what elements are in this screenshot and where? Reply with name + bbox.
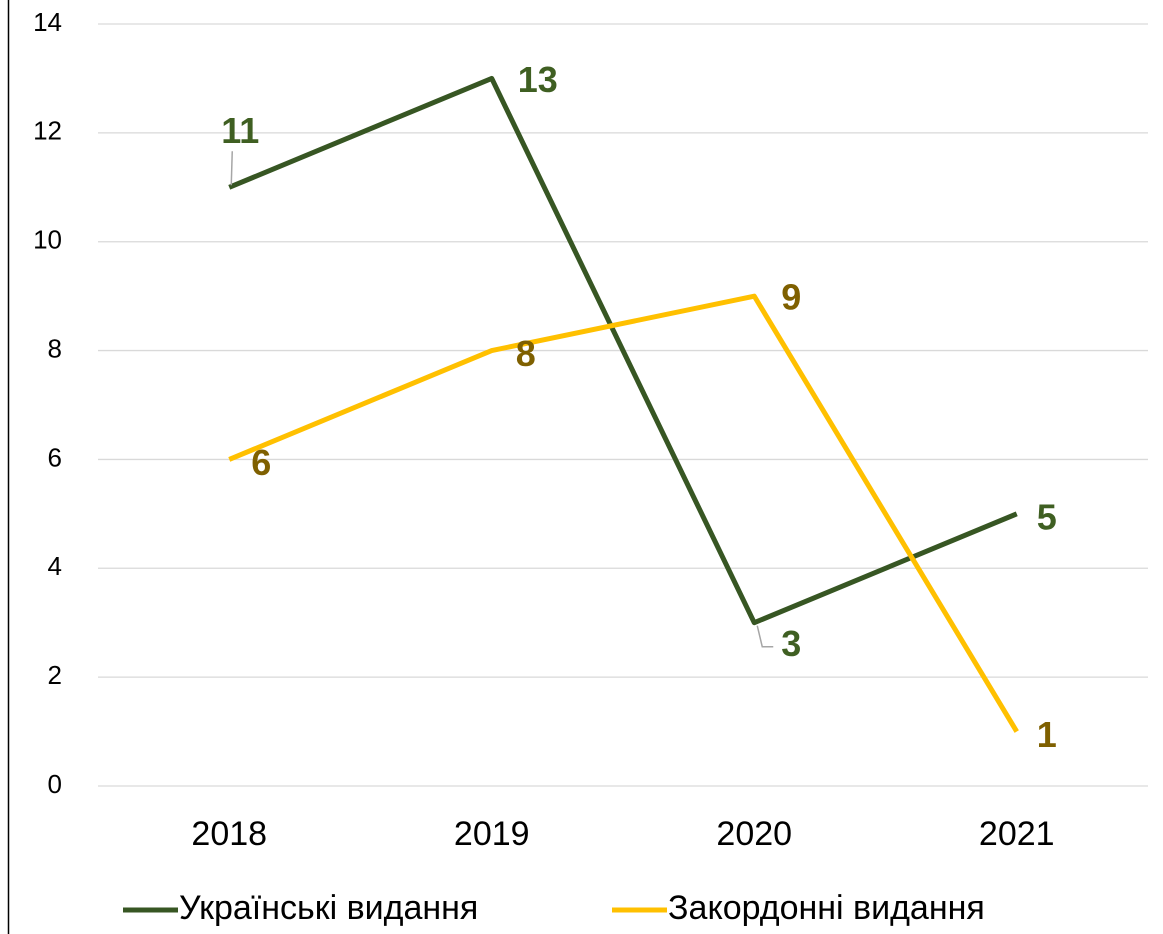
data-label: 9 [781,277,801,318]
data-label: 3 [781,623,801,664]
y-tick-label: 8 [48,333,62,363]
data-label: 13 [518,59,558,100]
data-label: 6 [251,442,271,483]
y-tick-label: 10 [33,225,62,255]
x-tick-label: 2018 [191,815,267,853]
y-tick-label: 0 [48,769,62,799]
legend-label: Українські видання [179,889,478,927]
data-label: 8 [516,333,536,374]
leader-line [756,625,774,648]
y-tick-label: 6 [48,442,62,472]
y-tick-label: 2 [48,660,62,690]
data-label: 11 [221,110,259,151]
x-tick-label: 2020 [716,815,792,853]
leader-line [230,151,233,186]
data-label: 5 [1037,496,1057,537]
y-tick-label: 12 [33,116,62,146]
series-line [228,293,1019,733]
legend-label: Закордонні видання [668,889,985,927]
series-line [228,75,1018,626]
y-tick-label: 14 [33,7,62,37]
x-tick-label: 2021 [979,815,1055,853]
x-tick-label: 2019 [454,815,530,853]
data-label: 1 [1037,714,1057,755]
y-tick-label: 4 [48,551,62,581]
